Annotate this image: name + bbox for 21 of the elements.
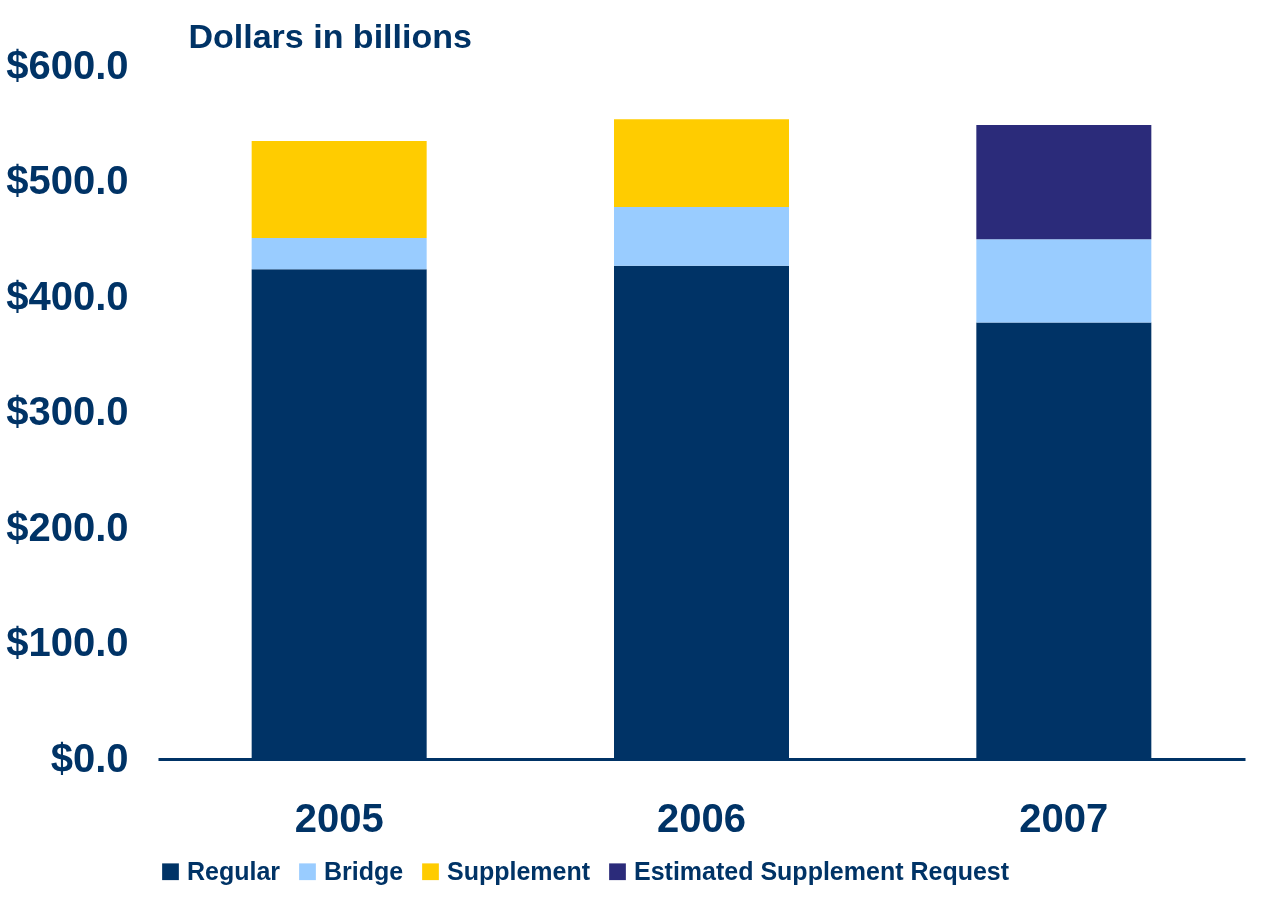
bar <box>614 206 789 266</box>
y-tick-label: $100.0 <box>6 620 129 664</box>
bar <box>614 119 789 207</box>
y-tick-label: $400.0 <box>6 273 129 318</box>
bar <box>976 239 1152 323</box>
bar <box>251 238 427 270</box>
y-tick-label: $600.0 <box>6 42 129 87</box>
legend-label: Bridge <box>324 856 404 885</box>
y-tick-label: $200.0 <box>6 504 129 549</box>
y-tick-label: $0.0 <box>50 735 129 780</box>
x-tick-label: 2007 <box>1019 795 1109 840</box>
y-axis-title: Dollars in billions <box>188 16 472 55</box>
legend-label: Supplement <box>447 856 591 885</box>
legend-label: Regular <box>187 856 281 885</box>
legend-label: Estimated Supplement Request <box>634 856 1010 885</box>
x-tick-label: 2005 <box>294 795 384 840</box>
bar <box>251 141 427 239</box>
x-tick-label: 2006 <box>657 795 746 840</box>
y-tick-label: $300.0 <box>6 389 129 433</box>
y-tick-label: $500.0 <box>6 158 129 202</box>
bar <box>976 124 1152 240</box>
